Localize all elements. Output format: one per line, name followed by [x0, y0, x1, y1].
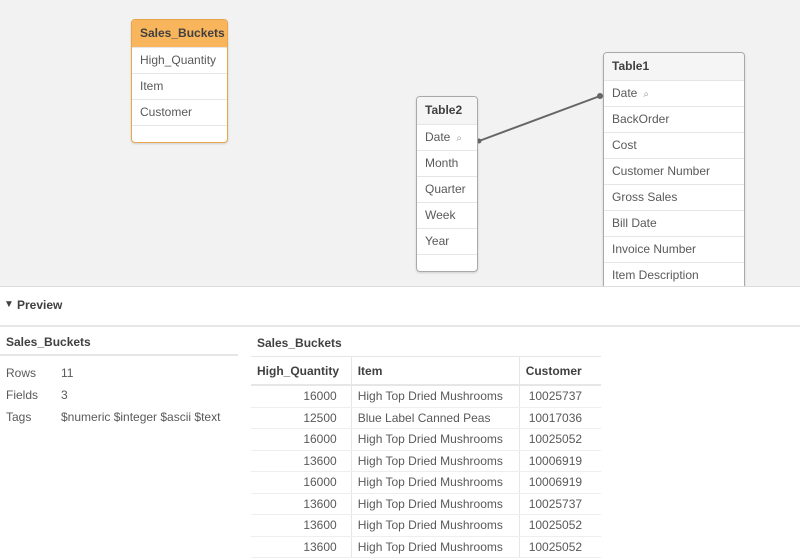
data-model-canvas[interactable]: Sales_Buckets High_Quantity Item Customer T… — [0, 0, 800, 287]
field-item[interactable]: Date ⌕ — [417, 124, 477, 150]
field-name: Bill Date — [612, 216, 657, 230]
field-name: Week — [425, 208, 456, 222]
table-cell: 10025052 — [519, 536, 601, 558]
table-cell: High Top Dried Mushrooms — [351, 450, 520, 472]
column-header[interactable]: High_Quantity — [251, 356, 352, 386]
summary-key: Fields — [6, 388, 39, 402]
summary-key: Tags — [6, 410, 32, 424]
field-item[interactable]: Gross Sales — [604, 184, 744, 210]
field-name: Month — [425, 156, 459, 170]
table-row: 13600 High Top Dried Mushrooms 10025052 — [251, 514, 601, 537]
table-row: 16000 High Top Dried Mushrooms 10025737 — [251, 385, 601, 408]
field-item[interactable]: Invoice Number — [604, 236, 744, 262]
key-icon: ⌕ — [643, 89, 649, 100]
table-cell: 13600 — [251, 514, 352, 537]
field-item[interactable]: Month — [417, 150, 477, 176]
summary-row: Tags $numeric $integer $ascii $text — [0, 406, 238, 428]
table-cell: 10025737 — [519, 385, 601, 408]
field-item[interactable]: Customer — [132, 99, 227, 125]
table-cell: 12500 — [251, 407, 352, 429]
table-cell: 13600 — [251, 450, 352, 472]
preview-table-title: Sales_Buckets — [257, 336, 342, 350]
table-cell: 10025052 — [519, 514, 601, 537]
summary-title: Sales_Buckets — [0, 328, 238, 356]
field-item[interactable]: Year — [417, 228, 477, 254]
summary-value: 11 — [61, 366, 74, 380]
column-header[interactable]: Customer — [519, 356, 601, 386]
field-item[interactable]: Date ⌕ — [604, 80, 744, 106]
field-name: Date — [425, 130, 451, 144]
table-cell: 13600 — [251, 493, 352, 515]
table-row: 13600 High Top Dried Mushrooms 10025737 — [251, 493, 601, 515]
field-item[interactable]: Bill Date — [604, 210, 744, 236]
field-item[interactable]: Item Description — [604, 262, 744, 286]
table-box-table1[interactable]: Table1 Date ⌕ BackOrder Cost Customer Number G… — [603, 52, 745, 286]
field-item[interactable]: Customer Number — [604, 158, 744, 184]
table-row: 16000 High Top Dried Mushrooms 10025052 — [251, 428, 601, 451]
field-name: Invoice Number — [612, 242, 697, 256]
summary-value: $numeric $integer $ascii $text — [61, 410, 221, 424]
table-cell: High Top Dried Mushrooms — [351, 428, 520, 451]
field-name: Year — [425, 234, 450, 248]
field-item[interactable]: Item — [132, 73, 227, 99]
summary-value: 3 — [61, 388, 68, 402]
table-summary: Sales_Buckets Rows 11 Fields 3 Tags $numeric … — [0, 328, 238, 428]
key-icon: ⌕ — [456, 133, 462, 144]
field-name: Customer — [140, 105, 193, 119]
table-name[interactable]: Table1 — [604, 53, 744, 80]
field-item[interactable]: BackOrder — [604, 106, 744, 132]
table-row: 12500 Blue Label Canned Peas 10017036 — [251, 407, 601, 429]
empty-row — [417, 254, 477, 271]
field-item[interactable]: Quarter — [417, 176, 477, 202]
table-box-table2[interactable]: Table2 Date ⌕ Month Quarter Week Year — [416, 96, 478, 272]
table-cell: 10025052 — [519, 428, 601, 451]
field-name: Cost — [612, 138, 637, 152]
field-name: Item — [140, 79, 164, 93]
preview-header[interactable]: ▼ Preview — [0, 287, 800, 327]
table-cell: 16000 — [251, 428, 352, 451]
table-cell: Blue Label Canned Peas — [351, 407, 520, 429]
table-cell: 16000 — [251, 385, 352, 408]
table-cell: High Top Dried Mushrooms — [351, 385, 520, 408]
preview-table: High_Quantity Item Customer 16000 High Top … — [251, 356, 601, 558]
field-name: Item Description — [612, 268, 699, 282]
summary-row: Rows 11 — [0, 362, 238, 384]
table-cell: High Top Dried Mushrooms — [351, 493, 520, 515]
link-endpoint — [597, 93, 603, 99]
table-row: 16000 High Top Dried Mushrooms 10006919 — [251, 471, 601, 494]
data-preview: Sales_Buckets High_Quantity Item Customer … — [251, 328, 601, 558]
field-item[interactable]: Cost — [604, 132, 744, 158]
table-cell: 10006919 — [519, 471, 601, 494]
table-cell: 10017036 — [519, 407, 601, 429]
field-item[interactable]: Week — [417, 202, 477, 228]
field-name: Date — [612, 86, 638, 100]
table-cell: High Top Dried Mushrooms — [351, 514, 520, 537]
table-cell: 10025737 — [519, 493, 601, 515]
field-name: BackOrder — [612, 112, 670, 126]
link-line — [478, 95, 601, 142]
table-cell: High Top Dried Mushrooms — [351, 536, 520, 558]
table-cell: High Top Dried Mushrooms — [351, 471, 520, 494]
table-name[interactable]: Sales_Buckets — [132, 20, 227, 47]
field-name: Quarter — [425, 182, 466, 196]
table-cell: 16000 — [251, 471, 352, 494]
preview-label: Preview — [17, 298, 63, 312]
table-cell: 13600 — [251, 536, 352, 558]
field-name: High_Quantity — [140, 53, 217, 67]
triangle-down-icon[interactable]: ▼ — [4, 299, 14, 310]
field-name: Customer Number — [612, 164, 711, 178]
summary-key: Rows — [6, 366, 37, 380]
field-item[interactable]: High_Quantity — [132, 47, 227, 73]
column-header[interactable]: Item — [351, 356, 520, 386]
table-box-sales-buckets[interactable]: Sales_Buckets High_Quantity Item Customer — [131, 19, 228, 143]
empty-row — [132, 125, 227, 142]
summary-row: Fields 3 — [0, 384, 238, 406]
table-row: 13600 High Top Dried Mushrooms 10006919 — [251, 450, 601, 472]
table-cell: 10006919 — [519, 450, 601, 472]
table-row: 13600 High Top Dried Mushrooms 10025052 — [251, 536, 601, 558]
field-name: Gross Sales — [612, 190, 678, 204]
table-name[interactable]: Table2 — [417, 97, 477, 124]
